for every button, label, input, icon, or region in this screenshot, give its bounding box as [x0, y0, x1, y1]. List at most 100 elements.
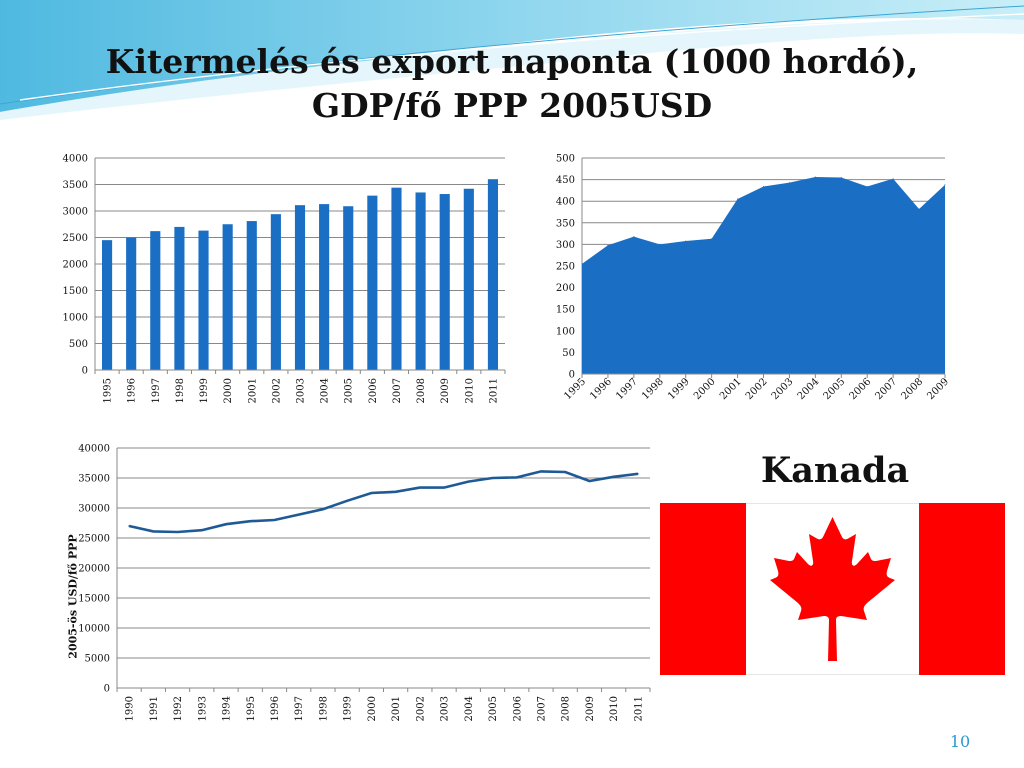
x-tick-label: 2002	[415, 696, 426, 721]
area-point-2007	[892, 178, 894, 180]
bar-2006	[367, 195, 378, 370]
y-tick-label: 100	[556, 326, 575, 337]
line-point-2000	[370, 492, 373, 494]
production-bar-chart: 0 500 1000 1500 2000 2500 3000 3500 4000 1995 1996…	[50, 150, 510, 420]
line-point-2003	[443, 486, 445, 489]
line-point-1999	[346, 500, 348, 502]
bar-2001	[246, 221, 257, 370]
bar-1999	[198, 230, 209, 370]
area-series	[582, 177, 945, 374]
line-point-1993	[200, 529, 203, 531]
x-tick-label: 2005	[344, 378, 355, 403]
line-point-1996	[273, 519, 276, 521]
y-tick-label: 30000	[78, 504, 110, 515]
area-point-2004	[814, 176, 816, 178]
x-tick-label: 2011	[488, 378, 499, 403]
y-tick-label: 35000	[78, 474, 110, 485]
title-line-1: Kitermelés és export naponta (1000 hordó…	[105, 42, 919, 81]
bar-1995	[101, 240, 113, 370]
x-tick-label: 1998	[640, 376, 666, 402]
line-point-2001	[394, 491, 397, 493]
line-point-2007	[540, 470, 542, 473]
area-point-2002	[763, 186, 764, 188]
x-tick-label: 2007	[536, 696, 547, 721]
x-tick-label: 1997	[294, 696, 305, 721]
chart-production-svg: 0 500 1000 1500 2000 2500 3000 3500 4000 1995 1996…	[63, 154, 506, 403]
area-point-1996	[607, 244, 609, 246]
area-point-2001	[737, 198, 739, 200]
bar-2010	[463, 188, 474, 370]
bar-1996	[126, 237, 137, 370]
line-point-1990	[128, 525, 130, 527]
x-tick-label: 1991	[149, 696, 160, 721]
x-tick-label: 2009	[440, 378, 451, 403]
gdp-y-axis-title: 2005-ös USD/fő PPP	[66, 534, 80, 659]
line-point-2004	[467, 480, 470, 483]
slide-title: Kitermelés és export naponta (1000 hordó…	[0, 40, 1024, 128]
x-tick-label: 1999	[343, 696, 354, 721]
x-tick-label: 2004	[796, 376, 822, 402]
bar-2005	[343, 206, 354, 370]
x-tick-label: 1999	[666, 376, 692, 402]
x-tick-label: 2005	[488, 696, 499, 721]
area-point-1998	[659, 243, 661, 245]
area-point-2003	[788, 182, 790, 184]
x-tick-label: 2000	[223, 378, 234, 403]
y-tick-label: 1000	[63, 313, 88, 324]
y-tick-label: 50	[562, 348, 575, 359]
x-tick-label: 2003	[770, 376, 796, 402]
area-point-1999	[685, 240, 687, 242]
x-tick-label: 2008	[416, 378, 427, 403]
bar-2008	[415, 192, 426, 370]
line-point-1994	[225, 523, 227, 525]
x-tick-label: 2007	[873, 376, 899, 402]
y-tick-label: 20000	[78, 564, 110, 575]
x-tick-label: 2007	[392, 378, 403, 403]
x-tick-label: 2008	[561, 696, 572, 721]
x-tick-label: 1994	[222, 696, 233, 721]
x-tick-label: 2006	[512, 696, 523, 721]
line-point-1992	[176, 531, 179, 533]
area-point-2005	[840, 176, 842, 178]
y-tick-label: 250	[556, 262, 575, 273]
x-tick-label: 2000	[367, 696, 378, 721]
y-tick-label: 2000	[63, 260, 88, 271]
export-area-chart: 0 50 100 150 200 250 300 350 400 450 500 1995 1996 19…	[540, 150, 955, 420]
x-tick-label: 2009	[925, 376, 951, 402]
y-tick-label: 3500	[63, 180, 88, 191]
x-tick-label: 1996	[588, 376, 614, 402]
line-point-2011	[637, 473, 639, 475]
area-point-2009	[944, 184, 946, 186]
line-point-2006	[515, 476, 518, 479]
bar-2003	[294, 205, 306, 370]
y-tick-label: 450	[556, 175, 575, 186]
x-tick-label: 2001	[391, 696, 402, 721]
x-tick-label: 2004	[464, 696, 475, 721]
bar-1997	[150, 231, 161, 370]
x-tick-label: 1996	[127, 378, 138, 403]
bar-2004	[319, 204, 330, 370]
x-tick-label: 2003	[296, 378, 307, 403]
x-tick-label: 2002	[271, 378, 282, 403]
area-point-1995	[581, 263, 583, 265]
area-point-2000	[711, 238, 713, 240]
y-tick-label: 40000	[78, 444, 110, 455]
line-point-2009	[588, 480, 591, 482]
y-tick-label: 350	[556, 218, 575, 229]
y-tick-label: 15000	[78, 594, 110, 605]
x-tick-label: 1995	[562, 376, 588, 402]
x-tick-label: 2006	[368, 378, 379, 403]
x-tick-label: 2001	[718, 376, 744, 402]
flag-left-band	[660, 503, 746, 675]
x-tick-label: 2004	[320, 378, 331, 403]
y-tick-label: 25000	[78, 534, 110, 545]
area-point-2008	[918, 208, 920, 210]
y-tick-label: 400	[556, 197, 575, 208]
x-tick-label: 2008	[899, 376, 925, 402]
line-point-1991	[152, 530, 155, 533]
y-tick-label: 0	[104, 684, 110, 695]
country-name: Kanada	[760, 450, 910, 491]
area-point-2006	[866, 186, 868, 188]
